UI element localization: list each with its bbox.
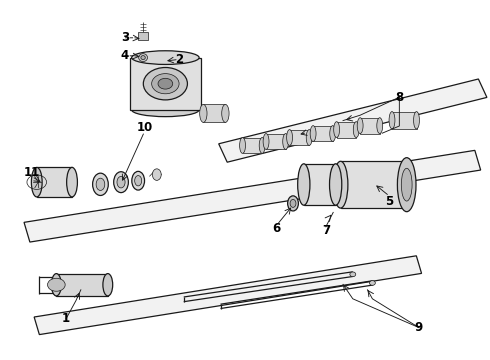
Circle shape [152, 74, 179, 94]
Circle shape [48, 278, 65, 291]
Ellipse shape [357, 118, 363, 134]
Ellipse shape [287, 130, 293, 145]
Ellipse shape [333, 161, 348, 208]
Bar [56, 274, 108, 296]
Ellipse shape [369, 281, 375, 285]
Ellipse shape [306, 130, 312, 145]
Ellipse shape [135, 176, 142, 186]
Ellipse shape [330, 164, 342, 205]
Polygon shape [24, 150, 481, 242]
Ellipse shape [330, 126, 336, 141]
Text: 9: 9 [415, 321, 423, 334]
Ellipse shape [290, 199, 296, 207]
Ellipse shape [288, 196, 298, 211]
Circle shape [143, 68, 188, 100]
Ellipse shape [389, 112, 395, 129]
Ellipse shape [350, 272, 356, 277]
Text: 2: 2 [175, 53, 183, 66]
Text: 10: 10 [136, 121, 153, 134]
Bar [290, 130, 309, 145]
Ellipse shape [283, 134, 289, 149]
Ellipse shape [353, 122, 359, 138]
Text: 11: 11 [24, 166, 40, 179]
Ellipse shape [334, 122, 340, 138]
Text: 7: 7 [322, 224, 330, 237]
Bar [130, 58, 201, 110]
Ellipse shape [117, 176, 125, 188]
Bar [313, 126, 333, 141]
Ellipse shape [401, 168, 412, 201]
Ellipse shape [263, 134, 269, 149]
Bar [138, 32, 148, 40]
Text: 3: 3 [121, 31, 129, 44]
Ellipse shape [200, 104, 207, 122]
Bar [360, 118, 380, 134]
Ellipse shape [397, 158, 416, 212]
Bar [337, 122, 356, 138]
Ellipse shape [259, 138, 265, 153]
Ellipse shape [152, 169, 161, 180]
Bar [37, 167, 72, 197]
Bar [392, 112, 416, 129]
Polygon shape [219, 79, 487, 162]
Ellipse shape [132, 51, 199, 64]
Text: 8: 8 [395, 91, 403, 104]
Ellipse shape [103, 274, 113, 296]
Ellipse shape [139, 54, 147, 62]
Ellipse shape [414, 112, 419, 129]
Bar [243, 138, 262, 153]
Ellipse shape [132, 103, 199, 117]
Ellipse shape [377, 118, 383, 134]
Bar [266, 134, 286, 149]
Ellipse shape [31, 167, 42, 197]
Ellipse shape [96, 178, 105, 190]
Ellipse shape [132, 171, 145, 190]
Circle shape [158, 78, 172, 89]
Text: 4: 4 [121, 49, 129, 62]
Ellipse shape [310, 126, 316, 141]
Text: 6: 6 [273, 222, 281, 235]
Ellipse shape [51, 274, 61, 296]
Ellipse shape [221, 104, 229, 122]
Ellipse shape [297, 164, 310, 205]
Bar [304, 164, 336, 205]
Ellipse shape [93, 173, 108, 195]
Polygon shape [34, 256, 421, 334]
Ellipse shape [240, 138, 245, 153]
Ellipse shape [114, 172, 128, 193]
Bar [341, 161, 407, 208]
Text: 5: 5 [386, 195, 393, 208]
Ellipse shape [141, 56, 146, 60]
Bar [203, 104, 225, 122]
Text: 1: 1 [62, 312, 70, 325]
Ellipse shape [67, 167, 77, 197]
